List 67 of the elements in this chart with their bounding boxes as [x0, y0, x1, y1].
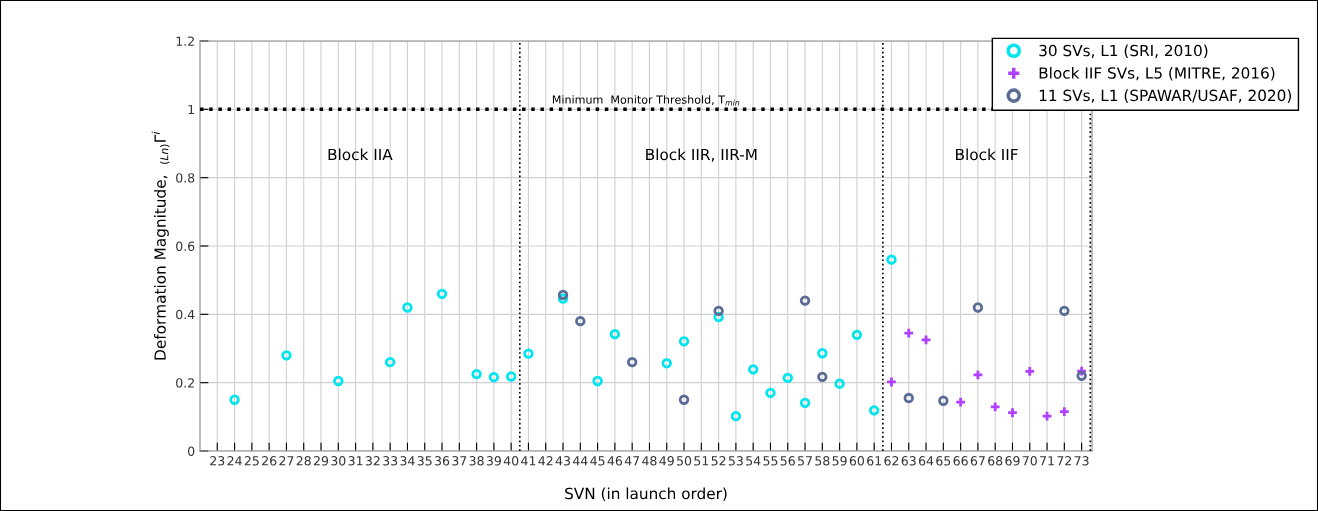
- x-tick-label: 68: [988, 456, 1003, 466]
- x-tick-label: 29: [313, 456, 329, 466]
- x-tick-label: 65: [936, 456, 951, 466]
- x-tick-label: 40: [503, 456, 519, 466]
- x-tick-label: 69: [1005, 456, 1020, 466]
- legend-label: Block IIF SVs, L5 (MITRE, 2016): [1039, 66, 1275, 81]
- y-tick-label: 1: [188, 104, 194, 115]
- x-tick-label: 48: [642, 456, 657, 466]
- x-tick-label: 30: [331, 456, 346, 466]
- x-tick-label: 28: [296, 456, 311, 466]
- x-tick-label: 63: [901, 456, 916, 466]
- x-tick-label: 67: [970, 456, 985, 466]
- x-tick-label: 70: [1022, 456, 1037, 466]
- x-tick-label: 46: [607, 456, 623, 466]
- y-axis-title: Deformation Magnitude, $_{(Ln)}$Γ$^{i}$: [151, 131, 170, 360]
- y-tick-label: 0.2: [176, 378, 194, 388]
- x-tick-label: 54: [746, 456, 761, 466]
- x-tick-label: 41: [521, 456, 536, 466]
- y-tick-label: 0: [188, 446, 195, 456]
- x-tick-label: 72: [1057, 456, 1072, 466]
- x-tick-label: 71: [1040, 456, 1054, 466]
- annotation: Block IIF: [956, 148, 1018, 161]
- x-tick-label: 37: [452, 456, 467, 466]
- ref-line-label: Minimum Monitor Threshold, T$_{min}$: [552, 95, 740, 106]
- x-tick-label: 60: [849, 456, 865, 466]
- y-tick-label: 0.8: [176, 173, 195, 183]
- x-tick-label: 47: [624, 456, 640, 466]
- y-tick-label: 0.6: [176, 241, 195, 251]
- x-tick-label: 35: [417, 456, 432, 466]
- x-tick-label: 56: [780, 456, 795, 466]
- legend-label: 11 SVs, L1 (SPAWAR/USAF, 2020): [1039, 89, 1292, 103]
- x-tick-label: 50: [677, 456, 692, 466]
- x-axis-title: SVN (in launch order): [565, 487, 727, 502]
- x-tick-label: 61: [867, 456, 881, 466]
- x-tick-label: 23: [210, 456, 225, 466]
- x-tick-label: 27: [279, 456, 294, 466]
- x-tick-label: 24: [227, 456, 242, 466]
- x-tick-label: 64: [918, 456, 934, 466]
- x-tick-label: 33: [383, 456, 398, 466]
- x-tick-label: 36: [435, 456, 450, 466]
- x-tick-label: 55: [763, 456, 778, 466]
- y-tick-label: 0.4: [176, 309, 195, 320]
- x-tick-label: 32: [365, 456, 380, 466]
- x-tick-label: 31: [348, 456, 363, 466]
- x-tick-label: 26: [262, 456, 277, 466]
- y-tick-label: 1.2: [176, 36, 194, 46]
- annotation: Block IIR, IIR-M: [646, 148, 757, 162]
- x-tick-label: 58: [815, 456, 830, 466]
- x-tick-label: 57: [798, 456, 812, 466]
- x-tick-label: 34: [400, 456, 415, 466]
- x-tick-label: 59: [832, 456, 847, 466]
- x-tick-label: 53: [728, 456, 743, 466]
- x-tick-label: 44: [572, 456, 588, 466]
- x-tick-label: 45: [590, 456, 605, 466]
- annotation: Block IIA: [328, 148, 393, 161]
- x-tick-label: 25: [244, 456, 259, 466]
- x-tick-label: 66: [953, 456, 968, 466]
- x-tick-label: 43: [555, 456, 570, 466]
- x-tick-label: 38: [469, 456, 484, 466]
- x-tick-label: 51: [694, 456, 709, 466]
- x-tick-label: 49: [659, 456, 674, 466]
- x-tick-label: 39: [486, 456, 501, 466]
- x-tick-label: 62: [884, 456, 899, 466]
- x-tick-label: 73: [1074, 456, 1089, 466]
- x-tick-label: 42: [538, 456, 553, 466]
- x-tick-label: 52: [711, 456, 726, 466]
- legend-label: 30 SVs, L1 (SRI, 2010): [1039, 44, 1208, 59]
